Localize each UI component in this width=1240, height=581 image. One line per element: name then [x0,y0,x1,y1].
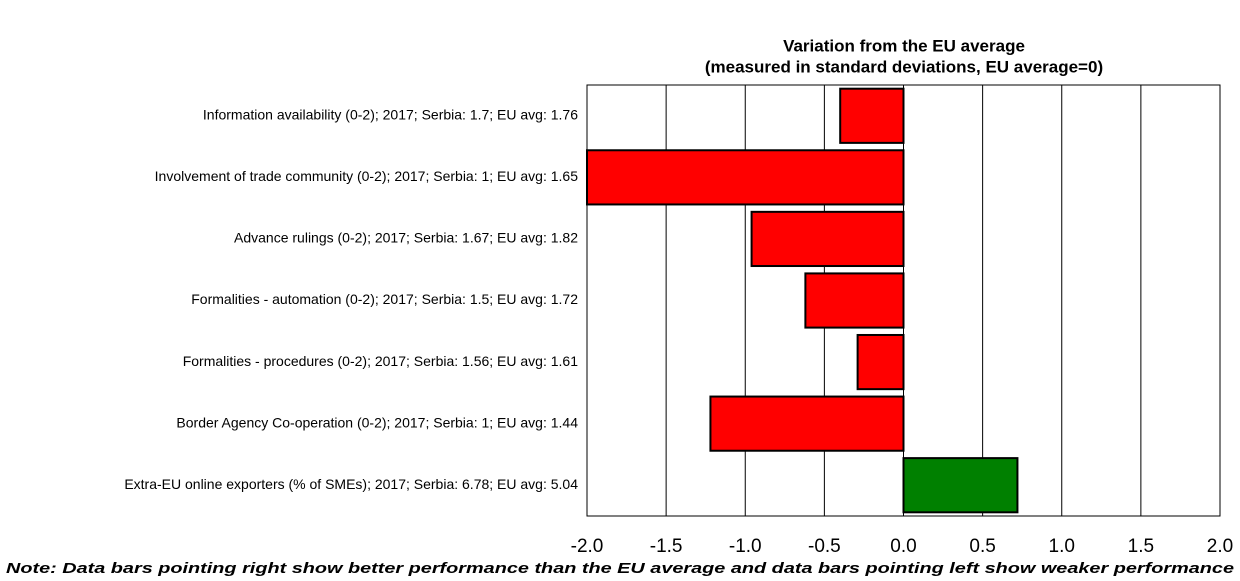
y-tick-label: Border Agency Co-operation (0-2); 2017; … [176,414,578,430]
note: Note: Data bars pointing right show bett… [6,560,1234,577]
bar [902,457,1019,514]
x-tick-label: 0.0 [890,536,916,557]
bar [709,395,905,452]
y-tick-label: Advance rulings (0-2); 2017; Serbia: 1.6… [234,230,578,246]
bar [856,333,905,391]
chart-title: Variation from the EU average [783,36,1025,55]
chart-subtitle: (measured in standard deviations, EU ave… [705,57,1103,76]
x-tick-label: -1.0 [729,536,762,557]
y-tick-label: Formalities - procedures (0-2); 2017; Se… [183,353,579,369]
x-tick-label: -2.0 [571,536,604,557]
x-tick-label: -0.5 [808,536,841,557]
x-tick-label: 1.5 [1128,536,1154,557]
y-tick-label: Involvement of trade community (0-2); 20… [155,168,579,184]
y-tick-label: Information availability (0-2); 2017; Se… [203,106,578,122]
x-tick-label: 1.0 [1049,536,1075,557]
x-tick-label: 0.5 [969,536,995,557]
x-tick-label: -1.5 [650,536,683,557]
y-tick-label: Formalities - automation (0-2); 2017; Se… [191,291,578,307]
x-tick-label: 2.0 [1207,536,1233,557]
bar [586,149,905,206]
y-tick-label: Extra-EU online exporters (% of SMEs); 2… [124,476,578,492]
bar [839,87,905,144]
bar [804,272,905,329]
bar [750,210,905,268]
